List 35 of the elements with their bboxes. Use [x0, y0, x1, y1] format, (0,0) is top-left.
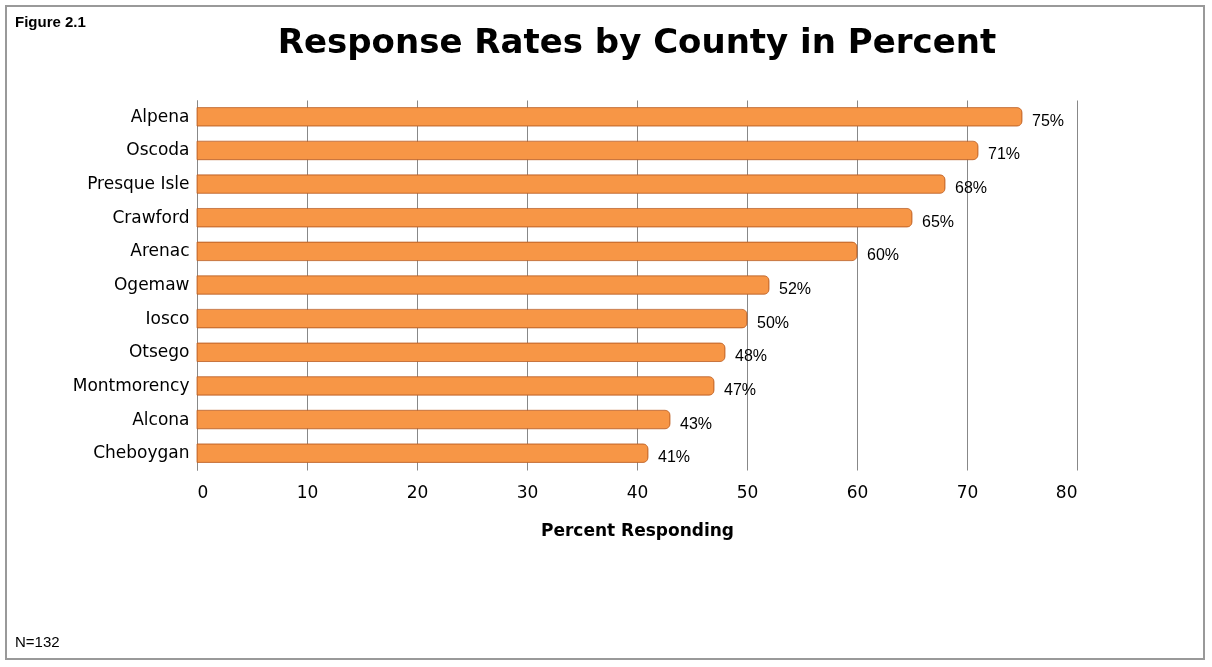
data-label: 48%	[735, 347, 768, 365]
y-tick-label: Ogemaw	[113, 274, 190, 294]
x-tick-label: 60	[846, 481, 869, 502]
data-label: 60%	[867, 246, 900, 264]
y-tick-label: Otsego	[128, 341, 190, 362]
data-label: 50%	[757, 313, 790, 331]
text: N=132	[15, 633, 60, 650]
caption: Figure 2.1	[15, 13, 86, 30]
y-tick-label: Crawford	[112, 206, 190, 227]
y-tick-label: Presque Isle	[87, 173, 190, 194]
y-tick-label: Oscoda	[126, 139, 190, 160]
x-tick-label: 20	[406, 481, 429, 502]
chart-title: Response Rates by County in Percent	[277, 21, 997, 61]
x-axis-title: Percent Responding	[540, 519, 735, 540]
data-label: 75%	[1032, 111, 1065, 129]
data-label: 43%	[680, 414, 713, 432]
x-tick-label: 40	[626, 481, 649, 502]
y-tick-label: Alcona	[132, 408, 190, 429]
data-label: 47%	[724, 380, 757, 398]
y-tick-label: Alpena	[130, 105, 190, 126]
x-tick-label: 0	[197, 481, 209, 502]
x-tick-label: 50	[736, 481, 759, 502]
data-label: 71%	[988, 145, 1021, 163]
data-label: 65%	[922, 212, 955, 230]
x-tick-label: 30	[516, 481, 539, 502]
data-label: 52%	[779, 280, 812, 297]
x-tick-label: 10	[296, 481, 319, 502]
data-label: 41%	[658, 448, 691, 466]
data-label: 68%	[955, 179, 988, 197]
y-tick-label: Iosco	[145, 307, 190, 328]
x-tick-label: 80	[1055, 481, 1078, 502]
y-tick-label: Cheboygan	[93, 442, 190, 463]
x-tick-label: 70	[956, 481, 979, 502]
y-tick-label: Montmorency	[72, 374, 190, 395]
y-tick-label: Arenac	[130, 240, 190, 261]
